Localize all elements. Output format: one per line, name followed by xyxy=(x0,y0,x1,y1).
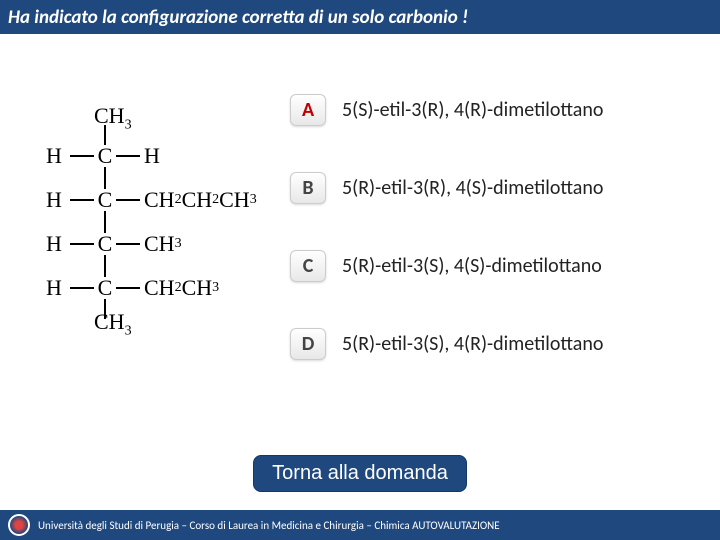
university-logo-icon xyxy=(8,514,30,536)
bond-icon xyxy=(116,155,140,157)
header-bar: Ha indicato la configurazione corretta d… xyxy=(0,0,720,34)
mol-h: H xyxy=(40,277,68,299)
mol-h: H xyxy=(40,233,68,255)
header-text: Ha indicato la configurazione corretta d… xyxy=(8,6,468,29)
mol-right-group: CH3 xyxy=(144,233,182,255)
option-b[interactable]: B 5(R)-etil-3(R), 4(S)-dimetilottano xyxy=(290,172,700,204)
mol-right-group: CH2CH3 xyxy=(144,277,219,299)
option-text: 5(R)-etil-3(R), 4(S)-dimetilottano xyxy=(342,176,603,200)
option-badge-c: C xyxy=(290,250,326,282)
options-list: A 5(S)-etil-3(R), 4(R)-dimetilottano B 5… xyxy=(280,74,700,464)
bond-icon xyxy=(70,199,94,201)
option-badge-b: B xyxy=(290,172,326,204)
mol-c: C xyxy=(96,189,114,211)
mol-c: C xyxy=(96,233,114,255)
footer-bar: Università degli Studi di Perugia – Cors… xyxy=(0,510,720,540)
bond-icon xyxy=(116,243,140,245)
mol-c: C xyxy=(96,277,114,299)
footer-text: Università degli Studi di Perugia – Cors… xyxy=(38,519,500,532)
molecule-structure: CH3 H C H H C xyxy=(20,74,280,464)
option-d[interactable]: D 5(R)-etil-3(S), 4(R)-dimetilottano xyxy=(290,328,700,360)
bond-icon xyxy=(70,155,94,157)
mol-right-group: H xyxy=(144,145,160,167)
back-button-wrap: Torna alla domanda xyxy=(0,455,720,492)
bond-icon xyxy=(116,199,140,201)
option-text: 5(R)-etil-3(S), 4(R)-dimetilottano xyxy=(342,332,603,356)
option-c[interactable]: C 5(R)-etil-3(S), 4(S)-dimetilottano xyxy=(290,250,700,282)
option-badge-a: A xyxy=(290,94,326,126)
option-a[interactable]: A 5(S)-etil-3(R), 4(R)-dimetilottano xyxy=(290,94,700,126)
mol-bottom-group: CH3 xyxy=(94,311,132,338)
bond-icon xyxy=(116,287,140,289)
bond-icon xyxy=(70,243,94,245)
back-button[interactable]: Torna alla domanda xyxy=(253,455,467,492)
bond-icon xyxy=(70,287,94,289)
mol-h: H xyxy=(40,189,68,211)
option-badge-d: D xyxy=(290,328,326,360)
mol-c: C xyxy=(96,145,114,167)
main-area: CH3 H C H H C xyxy=(0,34,720,464)
mol-right-group: CH2CH2CH3 xyxy=(144,189,257,211)
option-text: 5(R)-etil-3(S), 4(S)-dimetilottano xyxy=(342,254,602,278)
option-text: 5(S)-etil-3(R), 4(R)-dimetilottano xyxy=(342,98,603,122)
mol-h: H xyxy=(40,145,68,167)
mol-top-group: CH3 xyxy=(94,105,132,132)
